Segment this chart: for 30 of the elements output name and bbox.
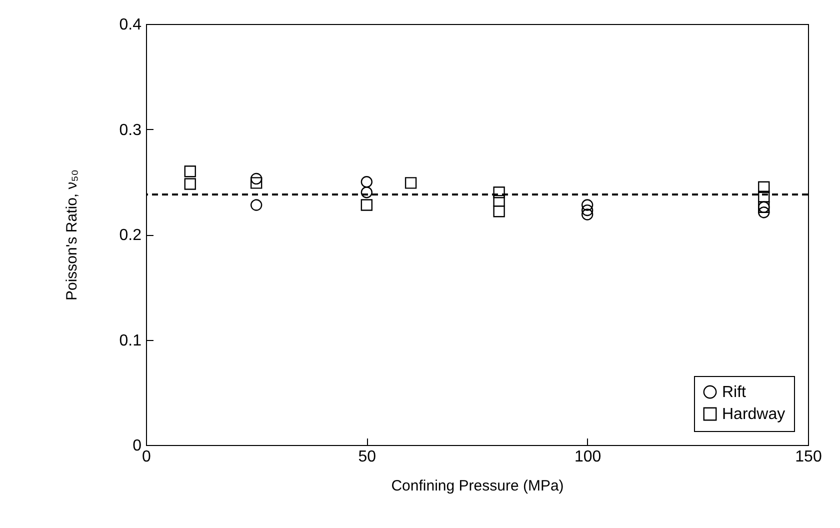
point (758, 206, 770, 218)
x-tick-label: 50 (358, 448, 376, 466)
point (184, 166, 196, 178)
point (581, 199, 594, 211)
y-tick-label: 0.1 (119, 332, 142, 350)
x-tick-label: 100 (574, 448, 602, 466)
x-axis-title: Confining Pressure (MPa) (391, 478, 564, 494)
y-tick-label: 0.4 (119, 16, 142, 34)
x-tick-label: 150 (795, 448, 822, 466)
legend-label: Hardway (722, 406, 786, 423)
point (360, 176, 373, 188)
point (250, 172, 262, 185)
point (360, 199, 373, 211)
point (581, 204, 594, 216)
point (404, 177, 417, 189)
y-tick-label: 0 (132, 438, 142, 454)
point (493, 206, 505, 218)
point (493, 186, 505, 198)
point (360, 186, 373, 198)
y-axis-title: Poisson's Ratio, ν₅₀ (63, 169, 80, 301)
point (250, 177, 262, 189)
point (493, 194, 505, 207)
legend-label: Rift (722, 384, 747, 401)
point (184, 178, 196, 190)
y-tick-label: 0.2 (119, 227, 142, 244)
point (581, 208, 594, 220)
point (758, 190, 770, 202)
point (250, 199, 262, 211)
y-tick-label: 0.3 (119, 122, 142, 139)
point (758, 181, 770, 193)
